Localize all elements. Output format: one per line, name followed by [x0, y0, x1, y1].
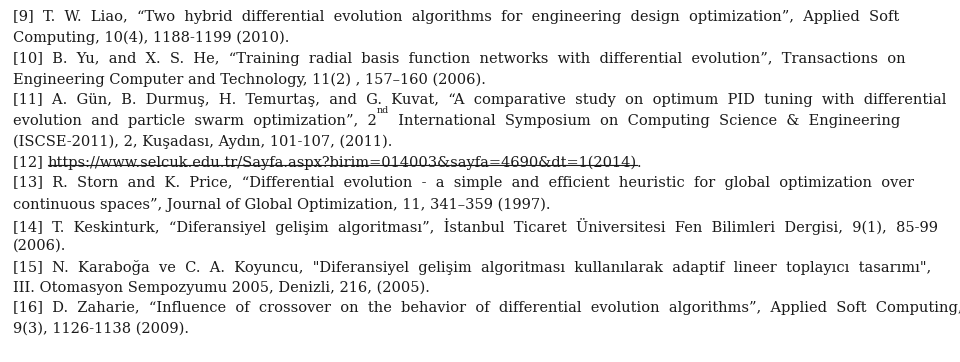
Text: https://www.selcuk.edu.tr/Sayfa.aspx?birim=014003&sayfa=4690&dt=1(2014): https://www.selcuk.edu.tr/Sayfa.aspx?bir… — [47, 156, 636, 170]
Text: [9]  T.  W.  Liao,  “Two  hybrid  differential  evolution  algorithms  for  engi: [9] T. W. Liao, “Two hybrid differential… — [13, 10, 900, 24]
Text: Computing, 10(4), 1188-1199 (2010).: Computing, 10(4), 1188-1199 (2010). — [13, 31, 289, 45]
Text: [13]  R.  Storn  and  K.  Price,  “Differential  evolution  -  a  simple  and  e: [13] R. Storn and K. Price, “Differentia… — [13, 176, 914, 190]
Text: International  Symposium  on  Computing  Science  &  Engineering: International Symposium on Computing Sci… — [389, 114, 900, 128]
Text: nd: nd — [376, 106, 389, 115]
Text: [10]  B.  Yu,  and  X.  S.  He,  “Training  radial  basis  function  networks  w: [10] B. Yu, and X. S. He, “Training radi… — [13, 52, 905, 66]
Text: [14]  T.  Keskinturk,  “Diferansiyel  gelişim  algoritması”,  İstanbul  Ticaret : [14] T. Keskinturk, “Diferansiyel gelişi… — [13, 218, 938, 235]
Text: [11]  A.  Gün,  B.  Durmuş,  H.  Temurtaş,  and  G.  Kuvat,  “A  comparative  st: [11] A. Gün, B. Durmuş, H. Temurtaş, and… — [13, 93, 947, 107]
Text: [12]: [12] — [13, 156, 47, 170]
Text: Engineering Computer and Technology, 11(2) , 157–160 (2006).: Engineering Computer and Technology, 11(… — [13, 72, 486, 87]
Text: evolution  and  particle  swarm  optimization”,  2: evolution and particle swarm optimizatio… — [13, 114, 376, 128]
Text: 9(3), 1126-1138 (2009).: 9(3), 1126-1138 (2009). — [13, 322, 189, 336]
Text: III. Otomasyon Sempozyumu 2005, Denizli, 216, (2005).: III. Otomasyon Sempozyumu 2005, Denizli,… — [13, 281, 430, 295]
Text: (ISCSE-2011), 2, Kuşadası, Aydın, 101-107, (2011).: (ISCSE-2011), 2, Kuşadası, Aydın, 101-10… — [13, 135, 393, 149]
Text: [15]  N.  Karaboğa  ve  C.  A.  Koyuncu,  "Diferansiyel  gelişim  algoritması  k: [15] N. Karaboğa ve C. A. Koyuncu, "Dife… — [13, 260, 931, 275]
Text: .: . — [636, 156, 641, 170]
Text: (2006).: (2006). — [13, 239, 66, 253]
Text: [16]  D.  Zaharie,  “Influence  of  crossover  on  the  behavior  of  differenti: [16] D. Zaharie, “Influence of crossover… — [13, 301, 960, 315]
Text: continuous spaces”, Journal of Global Optimization, 11, 341–359 (1997).: continuous spaces”, Journal of Global Op… — [13, 197, 550, 212]
